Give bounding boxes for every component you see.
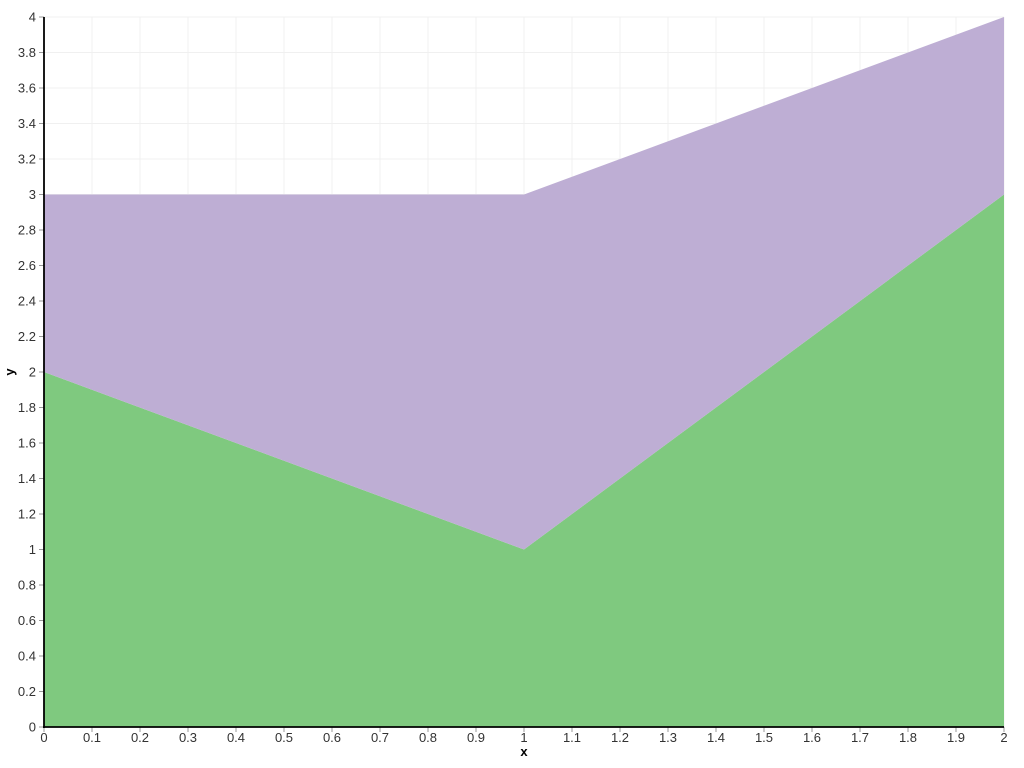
x-tick-label: 1: [520, 730, 527, 745]
x-tick-label: 1.9: [947, 730, 965, 745]
x-tick-label: 1.5: [755, 730, 773, 745]
y-tick-label: 1.2: [18, 507, 36, 522]
y-tick-label: 0: [29, 720, 36, 735]
y-tick-label: 0.6: [18, 613, 36, 628]
y-tick-label: 0.8: [18, 578, 36, 593]
x-tick-label: 1.1: [563, 730, 581, 745]
y-tick-label: 2.6: [18, 258, 36, 273]
y-tick-label: 2.4: [18, 294, 36, 309]
x-tick-label: 2: [1000, 730, 1007, 745]
y-tick-label: 1: [29, 542, 36, 557]
x-tick-label: 0.7: [371, 730, 389, 745]
y-tick-label: 1.8: [18, 400, 36, 415]
x-axis-title: x: [520, 744, 528, 759]
y-tick-label: 3: [29, 187, 36, 202]
y-tick-label: 3.6: [18, 81, 36, 96]
x-tick-label: 0.3: [179, 730, 197, 745]
x-tick-label: 0.9: [467, 730, 485, 745]
x-tick-label: 1.2: [611, 730, 629, 745]
x-tick-label: 0.5: [275, 730, 293, 745]
x-tick-label: 0: [40, 730, 47, 745]
x-tick-label: 0.4: [227, 730, 245, 745]
y-tick-label: 1.4: [18, 471, 36, 486]
x-tick-label: 0.8: [419, 730, 437, 745]
y-tick-label: 4: [29, 10, 36, 25]
y-tick-label: 1.6: [18, 436, 36, 451]
y-tick-label: 2.2: [18, 329, 36, 344]
y-axis-title: y: [2, 368, 17, 376]
x-tick-label: 0.1: [83, 730, 101, 745]
x-tick-label: 1.4: [707, 730, 725, 745]
y-tick-label: 0.4: [18, 649, 36, 664]
x-tick-label: 1.7: [851, 730, 869, 745]
x-tick-label: 0.2: [131, 730, 149, 745]
y-tick-label: 2: [29, 365, 36, 380]
y-tick-label: 2.8: [18, 223, 36, 238]
y-tick-label: 3.2: [18, 152, 36, 167]
x-tick-label: 1.8: [899, 730, 917, 745]
area-series-2: [44, 17, 1004, 550]
y-tick-label: 0.2: [18, 684, 36, 699]
y-tick-label: 3.4: [18, 116, 36, 131]
area-series-1: [44, 194, 1004, 727]
x-tick-label: 1.6: [803, 730, 821, 745]
y-tick-label: 3.8: [18, 45, 36, 60]
x-tick-label: 0.6: [323, 730, 341, 745]
x-tick-label: 1.3: [659, 730, 677, 745]
